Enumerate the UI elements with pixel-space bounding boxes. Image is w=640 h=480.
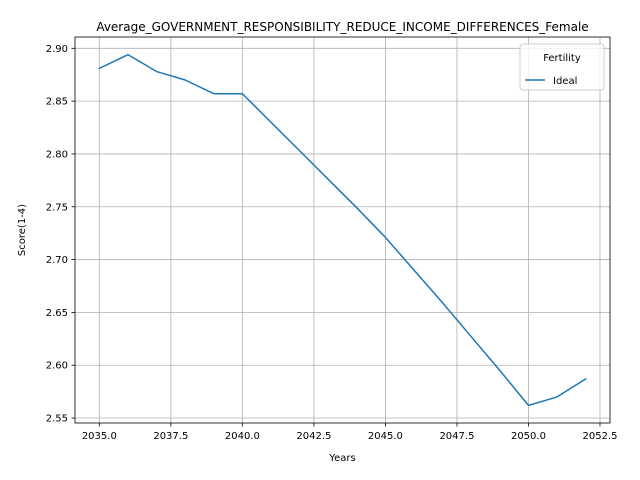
y-tick-label: 2.60 <box>46 361 68 372</box>
x-axis-ticks: 2035.0 2037.5 2040.0 2042.5 2045.0 2047.5 2050… <box>82 423 617 442</box>
x-tick-label: 2047.5 <box>439 431 474 442</box>
plot-area-frame <box>74 36 611 424</box>
x-tick-label: 2042.5 <box>296 431 331 442</box>
x-tick-label: 2035.0 <box>82 431 117 442</box>
y-tick-label: 2.55 <box>46 414 68 425</box>
x-tick-label: 2052.5 <box>582 431 617 442</box>
series-line-ideal <box>98 53 587 407</box>
x-tick-label: 2037.5 <box>153 431 188 442</box>
y-tick-label: 2.90 <box>46 44 68 55</box>
legend-title: Fertility <box>543 53 581 64</box>
y-tick-label: 2.65 <box>46 308 68 319</box>
legend-label-ideal: Ideal <box>553 76 577 87</box>
x-axis-label: Years <box>328 453 355 464</box>
legend: Fertility Ideal <box>519 43 605 91</box>
x-tick-label: 2050.0 <box>511 431 546 442</box>
series-layer <box>98 53 587 407</box>
y-tick-label: 2.85 <box>46 97 68 108</box>
grid-lines <box>75 37 610 423</box>
x-tick-label: 2040.0 <box>225 431 260 442</box>
x-tick-label: 2045.0 <box>368 431 403 442</box>
chart-title: Average_GOVERNMENT_RESPONSIBILITY_REDUCE… <box>96 20 588 34</box>
y-axis-ticks: 2.55 2.60 2.65 2.70 2.75 2.80 2.85 2.90 <box>46 44 75 425</box>
legend-box <box>519 43 605 91</box>
y-tick-label: 2.70 <box>46 255 68 266</box>
y-tick-label: 2.80 <box>46 149 68 160</box>
y-axis-label: Score(1-4) <box>17 204 28 256</box>
y-tick-label: 2.75 <box>46 202 68 213</box>
